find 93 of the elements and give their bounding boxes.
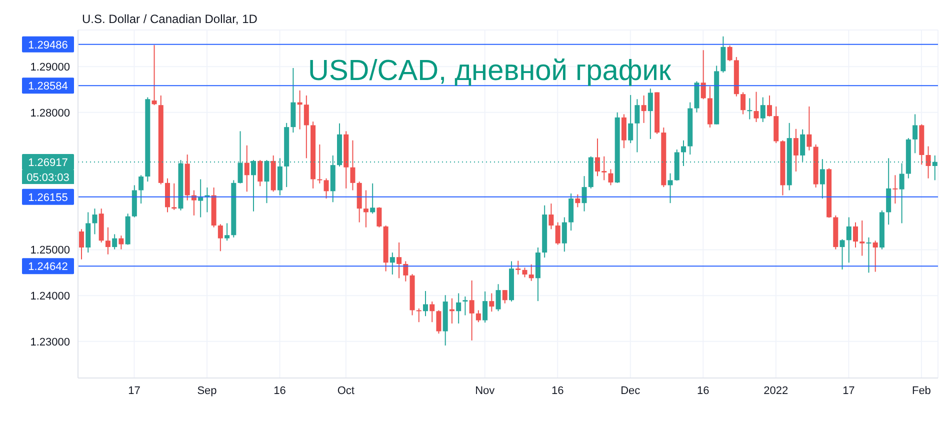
candlestick [152,44,157,106]
candlestick [912,114,918,154]
candlestick [502,290,508,304]
x-tick-label: 16 [697,384,710,397]
candlestick [304,94,309,159]
candlestick [423,290,428,317]
candlestick [608,168,614,186]
candlestick [760,96,766,123]
candlestick [112,234,118,250]
candlestick [555,222,560,246]
candlestick [522,267,528,278]
candlestick [350,140,356,191]
x-tick-label: Nov [475,384,496,397]
candlestick [172,182,177,210]
y-tick-label: 1.24000 [30,290,70,302]
candlestick [806,106,812,151]
candlestick [582,176,587,212]
x-tick-label: 17 [842,384,855,397]
ref-line-label: 1.28584 [28,80,68,93]
candlestick [324,178,329,200]
candlestick [767,94,772,118]
ref-line-label: 1.26917 [28,157,68,170]
candlestick [456,292,462,324]
chart-title: U.S. Dollar / Canadian Dollar, 1D [82,12,258,26]
candlestick [754,91,759,123]
candlestick [628,94,634,144]
candlestick [416,308,422,323]
y-tick-label: 1.25000 [30,244,70,257]
candlestick [244,144,250,192]
candlestick [634,98,640,153]
x-tick-label: Dec [620,384,641,397]
candlestick [516,260,521,276]
candlestick [727,45,732,62]
candlestick [575,194,580,208]
candlestick [79,228,84,260]
candlestick [403,260,408,282]
candlestick [548,203,554,230]
candlestick [866,236,872,274]
candlestick [648,88,653,140]
candlestick [198,178,204,218]
candlestick [218,224,223,252]
y-tick-label: 1.23000 [30,336,70,348]
candlestick [390,252,395,276]
ref-line-label: 1.29486 [28,39,68,52]
candlestick [528,264,534,282]
x-tick-label: 2022 [764,384,788,397]
candlestick [469,280,474,341]
candlestick [482,290,488,324]
candlestick [872,240,878,272]
candlestick [462,296,468,316]
candlestick [641,94,646,124]
text: 05:03:03 [26,172,70,184]
candlestick [118,235,124,250]
candlestick [747,98,752,120]
candlestick [430,301,435,323]
ref-line-label: 1.26155 [28,192,68,204]
candlestick [668,172,673,204]
candlestick [258,160,263,187]
candlestick [892,174,898,204]
candlestick [489,292,494,312]
candlestick [476,310,481,323]
candlestick [92,208,98,235]
ref-line-label: 1.24642 [28,261,68,274]
annotation: USD/CAD, дневной график [308,55,672,87]
candlestick [846,216,852,264]
x-tick-label: 16 [274,384,286,397]
candlestick [700,50,706,100]
candlestick [926,146,931,179]
candlestick [224,222,230,242]
candlestick [496,284,501,312]
candlestick [436,310,442,334]
y-tick-label: 1.28000 [30,107,70,120]
candlestick [853,222,858,248]
x-tick-label: Oct [337,384,354,397]
candlestick [568,192,574,232]
y-tick-label: 1.29000 [30,62,70,74]
candlestick [562,216,567,252]
candlestick [317,144,322,184]
candlestick [376,206,382,228]
candlestick [105,226,110,255]
candlestick [396,242,402,279]
candlestick [363,190,368,228]
x-tick-label: 17 [128,384,140,397]
x-tick-label: 16 [551,384,564,397]
x-tick-label: Sep [197,384,217,397]
candlestick [370,182,376,214]
candlestick [740,92,746,115]
candlestick [621,114,626,149]
x-tick-label: Feb [912,384,931,397]
candlestick [138,174,144,204]
candlestick [793,128,798,172]
candlestick [840,238,845,270]
candlestick [860,220,865,256]
